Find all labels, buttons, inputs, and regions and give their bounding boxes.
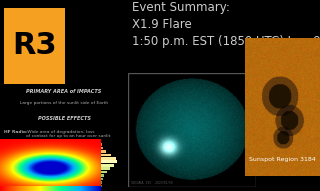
Bar xyxy=(101,154,111,156)
Bar xyxy=(101,150,106,153)
Text: PRIMARY AREA of IMPACTS: PRIMARY AREA of IMPACTS xyxy=(26,89,102,94)
Bar xyxy=(101,164,114,167)
Bar xyxy=(101,174,104,177)
Bar xyxy=(101,178,103,180)
Text: Large portions of the sunlit side of Earth: Large portions of the sunlit side of Ear… xyxy=(20,101,108,105)
Bar xyxy=(128,73,256,187)
Text: Sunspot Region 3184: Sunspot Region 3184 xyxy=(249,157,316,162)
Bar xyxy=(101,157,116,160)
Text: HF Radio:: HF Radio: xyxy=(4,130,28,134)
Bar xyxy=(101,181,102,184)
Text: Wide area of degradation; loss
of contact for up to an hour over sunlit
side of : Wide area of degradation; loss of contac… xyxy=(26,130,110,143)
Bar xyxy=(101,167,110,170)
Bar xyxy=(101,160,117,163)
Text: Event Summary:
X1.9 Flare
1:50 p.m. EST (1850 UTC) Jan. 9, 202: Event Summary: X1.9 Flare 1:50 p.m. EST … xyxy=(132,2,320,49)
Bar xyxy=(101,147,103,149)
Text: POSSIBLE EFFECTS: POSSIBLE EFFECTS xyxy=(37,116,91,121)
Bar xyxy=(101,143,102,146)
Bar xyxy=(101,171,107,173)
Text: SDO/AIA  193    2023/01/09: SDO/AIA 193 2023/01/09 xyxy=(131,181,172,185)
FancyBboxPatch shape xyxy=(4,8,65,84)
Text: R3: R3 xyxy=(12,31,57,60)
